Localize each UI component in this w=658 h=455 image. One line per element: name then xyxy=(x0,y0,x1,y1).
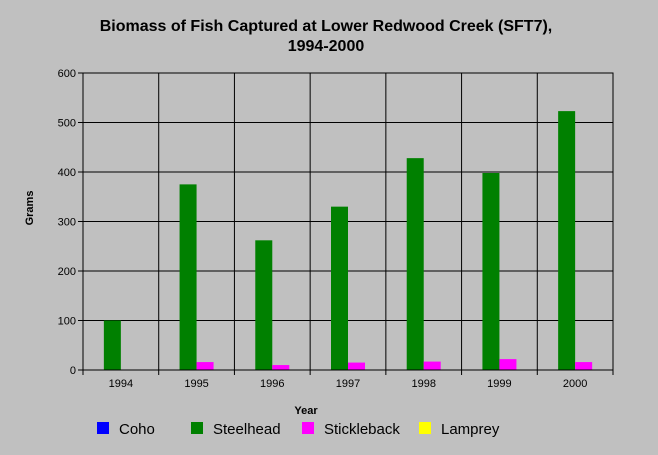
x-tick-label: 1996 xyxy=(260,378,284,390)
y-axis-label: Grams xyxy=(24,191,36,226)
y-tick-label: 600 xyxy=(58,68,76,80)
bar-steelhead-2000 xyxy=(558,111,576,371)
bar-steelhead-1997 xyxy=(331,206,348,370)
bar-stickleback-1998 xyxy=(423,361,441,370)
bar-stickleback-1997 xyxy=(348,362,365,370)
x-tick-label: 1995 xyxy=(184,378,208,390)
y-tick-label: 100 xyxy=(58,316,76,328)
bar-steelhead-1999 xyxy=(482,172,500,370)
y-tick-label: 300 xyxy=(58,217,76,229)
x-tick-label: 1997 xyxy=(336,378,360,390)
legend-label-steelhead: Steelhead xyxy=(213,421,281,438)
x-tick-label: 1999 xyxy=(487,378,511,390)
legend-label-lamprey: Lamprey xyxy=(441,421,500,438)
plot-frame xyxy=(82,72,614,371)
bar-stickleback-1999 xyxy=(499,359,517,370)
bar-stickleback-1996 xyxy=(272,365,290,370)
chart-title-line-1: Biomass of Fish Captured at Lower Redwoo… xyxy=(100,18,553,35)
bar-steelhead-1998 xyxy=(406,158,424,370)
legend-swatch-steelhead xyxy=(191,422,203,434)
x-tick-label: 1994 xyxy=(109,378,133,390)
y-tick-label: 500 xyxy=(58,118,76,130)
legend-swatch-stickleback xyxy=(302,422,314,434)
y-tick-label: 200 xyxy=(58,266,76,278)
legend-label-coho: Coho xyxy=(119,421,155,438)
bar-steelhead-1994 xyxy=(103,320,121,370)
legend-swatch-coho xyxy=(97,422,109,434)
plot-area: 0 100 200 300 400 500 600 1994 1995 1996 1997 1998 1… xyxy=(58,68,614,390)
chart-title-line-2: 1994-2000 xyxy=(288,38,365,55)
x-tick-label: 2000 xyxy=(563,378,587,390)
bar-stickleback-1995 xyxy=(196,362,214,370)
x-axis-label: Year xyxy=(294,405,318,417)
legend-swatch-lamprey xyxy=(419,422,431,434)
y-tick-label: 0 xyxy=(70,365,76,377)
bar-steelhead-1996 xyxy=(255,240,273,370)
bar-steelhead-1995 xyxy=(179,184,197,370)
x-tick-label: 1998 xyxy=(411,378,435,390)
bar-stickleback-2000 xyxy=(575,362,593,370)
y-tick-label: 400 xyxy=(58,167,76,179)
legend-label-stickleback: Stickleback xyxy=(324,421,400,438)
legend: Coho Steelhead Stickleback Lamprey xyxy=(97,421,500,438)
